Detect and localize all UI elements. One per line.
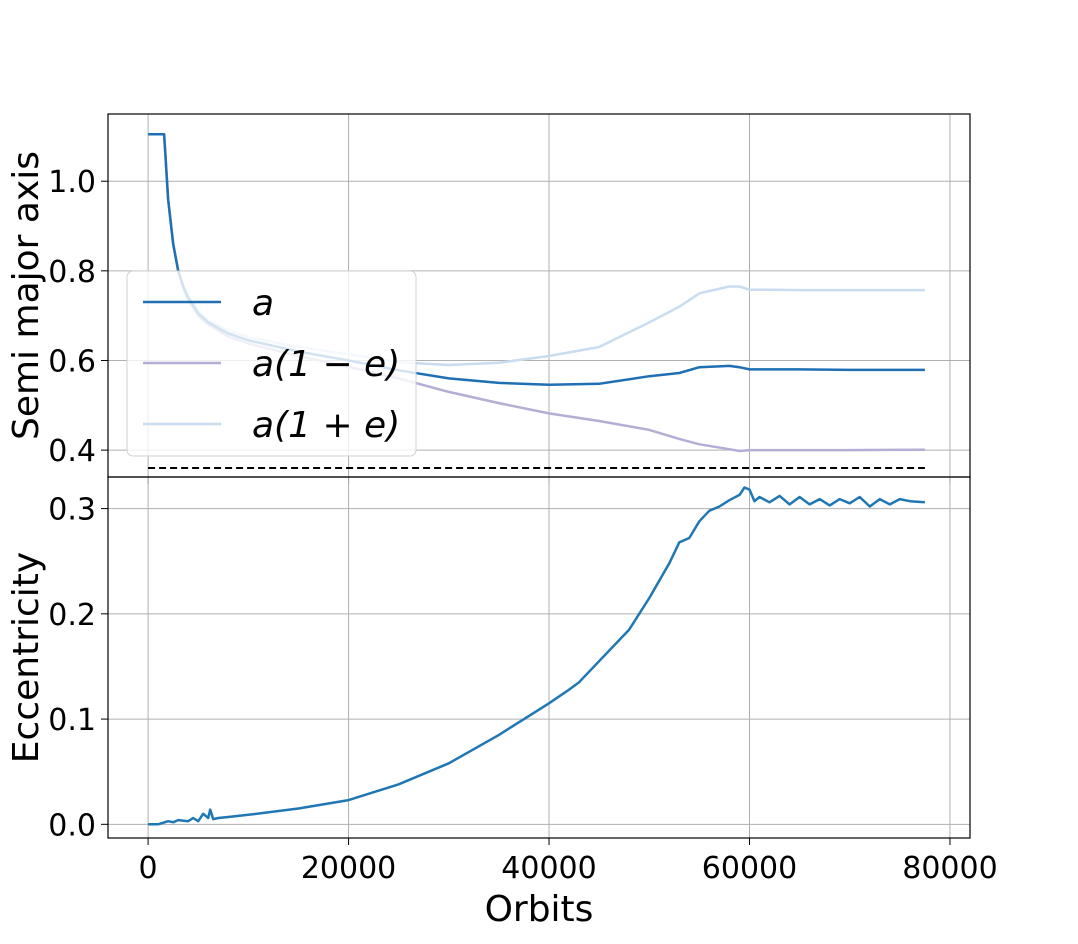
axes-frame bbox=[107, 476, 971, 839]
eccentricity-panel: 0.0 0.1 0.2 0.3 0 20000 40000 60000 80000 Eccentr… bbox=[6, 476, 998, 930]
y-tick-label: 0.2 bbox=[48, 598, 96, 633]
y-axis-label: Eccentricity bbox=[6, 552, 47, 763]
legend-label: a bbox=[252, 283, 274, 324]
x-tick-label: 20000 bbox=[301, 851, 396, 886]
y-tick-label: 0.3 bbox=[48, 493, 96, 528]
x-tick-label: 40000 bbox=[501, 851, 596, 886]
legend: a a(1 − e) a(1 + e) bbox=[126, 270, 417, 457]
x-axis-label: Orbits bbox=[485, 889, 594, 930]
series-line-1 bbox=[148, 486, 925, 826]
x-tick-label: 0 bbox=[139, 851, 158, 886]
y-tick-label: 0.4 bbox=[48, 434, 96, 469]
x-tick-label: 80000 bbox=[902, 851, 997, 886]
y-tick-label: 0.0 bbox=[48, 808, 96, 843]
legend-label: a(1 + e) bbox=[252, 405, 400, 446]
legend-box bbox=[126, 270, 417, 457]
y-tick-label: 0.1 bbox=[48, 703, 96, 738]
legend-label: a(1 − e) bbox=[252, 344, 400, 385]
y-tick-label: 0.6 bbox=[48, 344, 96, 379]
x-tick-label: 60000 bbox=[702, 851, 797, 886]
y-axis-label: Semi major axis bbox=[6, 151, 47, 440]
y-tick-label: 0.8 bbox=[48, 255, 96, 290]
y-tick-label: 1.0 bbox=[48, 165, 96, 200]
